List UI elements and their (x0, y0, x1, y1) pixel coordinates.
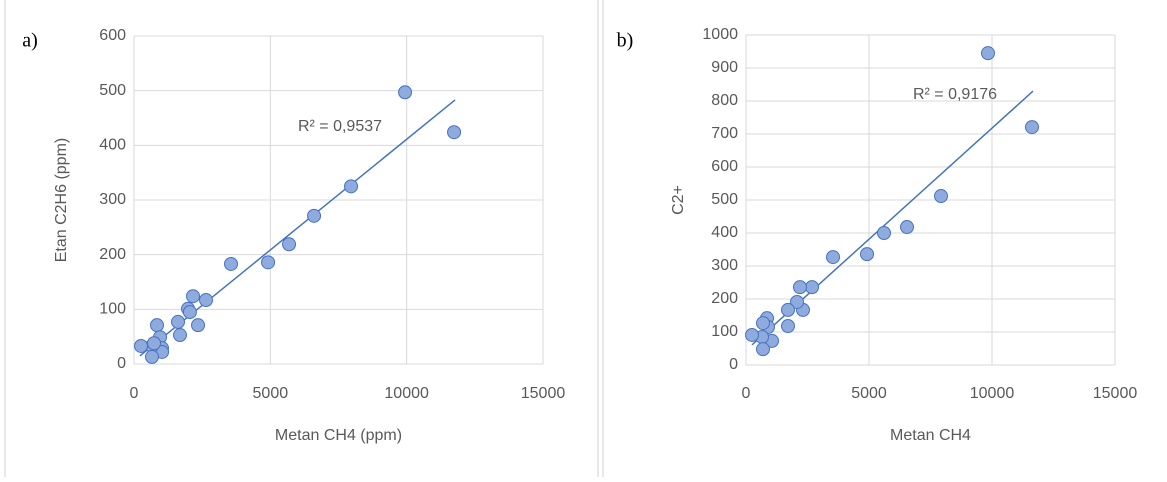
point (1024, 120, 1039, 135)
point (150, 318, 165, 333)
x-tick-label: 10000 (970, 385, 1015, 402)
point (261, 255, 276, 270)
y-tick-label: 0 (117, 355, 126, 372)
x-axis-label: Metan CH4 (890, 427, 971, 444)
point (199, 293, 214, 308)
point (182, 305, 197, 320)
point (307, 208, 322, 223)
point (144, 349, 159, 364)
point (805, 280, 820, 295)
point (224, 256, 239, 271)
y-tick-label: 300 (711, 257, 738, 274)
point (780, 319, 795, 334)
point (877, 226, 892, 240)
point (191, 318, 206, 333)
x-tick-label: 15000 (521, 385, 566, 402)
panel-label: b) (617, 30, 634, 52)
point (282, 237, 297, 252)
panel-label: a) (22, 30, 38, 52)
point (792, 280, 807, 295)
point (447, 125, 462, 140)
y-tick-label: 700 (711, 125, 738, 142)
point (826, 250, 841, 265)
point (344, 179, 359, 194)
x-axis-label: Metan CH4 (ppm) (275, 427, 402, 444)
point (860, 247, 875, 262)
y-tick-label: 100 (99, 301, 126, 318)
y-tick-label: 0 (729, 356, 738, 373)
x-tick-label: 5000 (851, 385, 887, 402)
point (780, 302, 795, 317)
y-tick-label: 500 (711, 191, 738, 208)
x-tick-label: 0 (742, 385, 751, 402)
point (900, 220, 915, 235)
point (172, 328, 187, 343)
point (147, 336, 162, 351)
x-tick-label: 15000 (1093, 385, 1138, 402)
x-tick-label: 5000 (253, 385, 289, 402)
point (134, 338, 149, 353)
y-tick-label: 600 (99, 27, 126, 44)
point (755, 342, 770, 357)
x-tick-label: 0 (130, 385, 139, 402)
point (398, 85, 413, 100)
y-tick-label: 400 (711, 224, 738, 241)
y-tick-label: 1000 (702, 26, 738, 43)
point (171, 314, 186, 329)
point (186, 289, 201, 304)
point (980, 46, 995, 61)
point (934, 189, 949, 204)
y-tick-label: 200 (99, 246, 126, 263)
r-squared: R² = 0,9176 (913, 86, 997, 103)
point (745, 327, 760, 342)
y-tick-label: 300 (99, 191, 126, 208)
y-axis-label: Etan C2H6 (ppm) (53, 138, 70, 263)
y-tick-label: 500 (99, 82, 126, 99)
x-tick-label: 10000 (384, 385, 429, 402)
y-tick-label: 900 (711, 59, 738, 76)
y-tick-label: 600 (711, 158, 738, 175)
y-tick-label: 100 (711, 323, 738, 340)
y-tick-label: 200 (711, 290, 738, 307)
y-tick-label: 400 (99, 137, 126, 154)
point (789, 294, 804, 309)
y-tick-label: 800 (711, 92, 738, 109)
point (755, 316, 770, 331)
y-axis-label: C2+ (670, 185, 687, 215)
r-squared: R² = 0,9537 (298, 118, 382, 135)
